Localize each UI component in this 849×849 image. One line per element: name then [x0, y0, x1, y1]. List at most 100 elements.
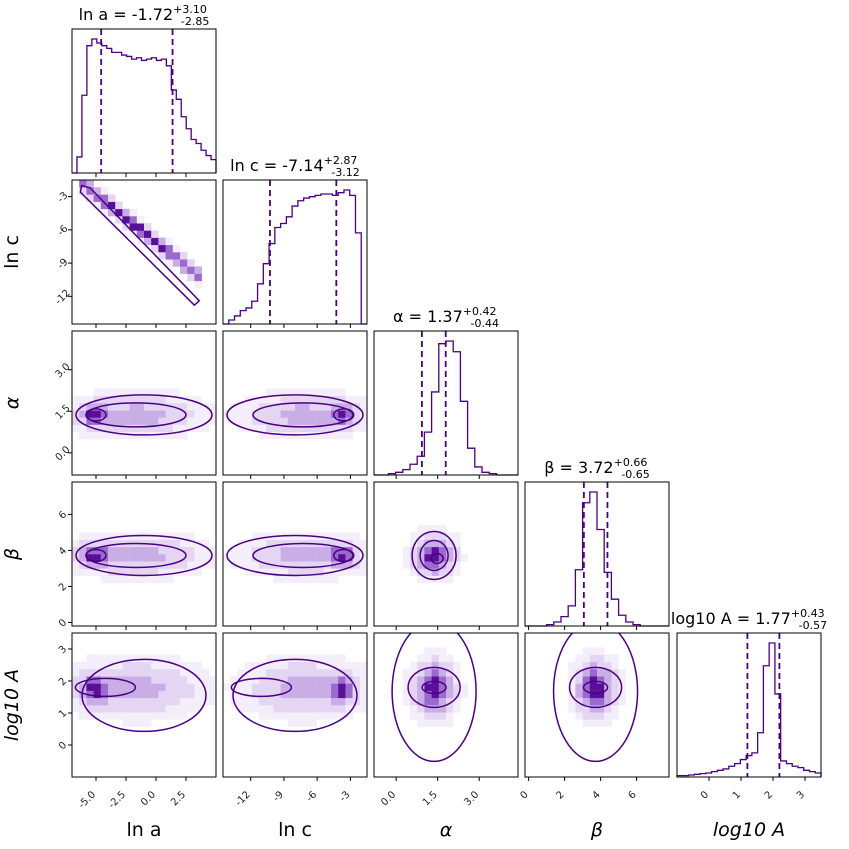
density-cell — [323, 410, 332, 418]
x-tick-label-lnc: -12 — [233, 789, 252, 808]
density-cell — [338, 388, 346, 397]
density-cell — [108, 417, 116, 425]
title-alpha: α = 1.37+0.42 -0.44 — [393, 305, 499, 330]
density-cell — [100, 546, 109, 555]
density-cell — [302, 561, 310, 569]
density-cell — [144, 683, 152, 691]
density-cell — [280, 669, 289, 677]
density-cell — [424, 532, 432, 540]
density-cell — [453, 669, 461, 677]
density-cell — [309, 431, 317, 440]
y-tick-label-lnc: -6 — [56, 223, 71, 238]
density-cell — [287, 697, 296, 706]
density-cell — [438, 647, 447, 655]
density-cell — [208, 417, 216, 425]
density-cell — [589, 683, 598, 691]
density-cell — [273, 431, 281, 440]
density-cell — [431, 697, 440, 706]
density-cell — [172, 546, 181, 555]
density-cell — [158, 661, 166, 670]
density-cell — [453, 554, 461, 562]
density-cell — [410, 554, 418, 562]
density-cell — [359, 539, 367, 548]
density-cell — [273, 417, 281, 425]
density-cell — [302, 424, 310, 433]
density-cell — [431, 669, 440, 677]
density-cell — [589, 712, 598, 720]
density-cell — [575, 654, 583, 663]
density-cell — [93, 388, 102, 397]
density-cell — [618, 669, 627, 677]
density-cell — [151, 410, 159, 418]
density-cell — [79, 424, 87, 433]
density-cell — [144, 410, 152, 418]
density-cell — [453, 697, 461, 706]
density-cell — [122, 431, 130, 440]
density-cell — [338, 661, 346, 670]
x-tick-label-lna: 2.5 — [169, 789, 188, 808]
density-cell — [431, 712, 440, 720]
density-cell — [108, 194, 116, 202]
density-cell — [244, 561, 253, 569]
density-cell — [86, 403, 94, 411]
density-cell — [259, 424, 267, 433]
density-cell — [187, 676, 195, 684]
density-cell — [136, 575, 145, 584]
density-cell — [108, 654, 116, 663]
density-cell — [194, 705, 202, 713]
density-cell — [86, 431, 94, 440]
density-cell — [589, 690, 598, 699]
contour-inner — [332, 548, 355, 563]
density-cell — [302, 417, 310, 425]
density-cell — [72, 669, 80, 677]
density-cell — [172, 554, 181, 562]
density-cell — [424, 525, 432, 533]
density-cell — [302, 676, 310, 684]
density-cell — [115, 690, 123, 699]
density-cell — [172, 568, 181, 576]
density-cell — [352, 669, 361, 677]
density-cell — [604, 712, 612, 720]
density-cell — [230, 676, 238, 684]
density-cell — [338, 676, 346, 684]
density-cell — [431, 661, 440, 670]
density-cell — [172, 395, 181, 404]
density-cell — [575, 690, 583, 699]
y-axis-label-log10A: log10 A — [1, 669, 23, 741]
density-cell — [345, 431, 353, 440]
density-cell — [597, 669, 605, 677]
density-cell — [230, 690, 238, 699]
density-cell — [417, 568, 425, 576]
density-cell — [122, 568, 130, 576]
density-cell — [338, 654, 346, 663]
density-cell — [136, 546, 145, 555]
density-cell — [86, 410, 94, 418]
density-cell — [194, 403, 202, 411]
density-cell — [100, 697, 109, 706]
density-cell — [151, 403, 159, 411]
density-cell — [129, 410, 138, 418]
density-cell — [402, 683, 411, 691]
y-axis-label-alpha: α — [1, 396, 23, 409]
density-cell — [309, 712, 317, 720]
density-cell — [115, 669, 123, 677]
title-lna: ln a = -1.72+3.10 -2.85 — [79, 3, 210, 28]
density-cell — [93, 201, 102, 210]
density-cell — [611, 705, 619, 713]
density-cell — [144, 676, 152, 684]
density-cell — [180, 705, 188, 713]
density-cell — [287, 554, 296, 562]
density-cell — [323, 669, 332, 677]
density-cell — [446, 546, 454, 555]
density-cell — [208, 403, 216, 411]
panel-frame — [71, 330, 217, 476]
density-cell — [129, 223, 138, 231]
density-cell — [100, 410, 109, 418]
density-cell — [359, 546, 367, 555]
density-cell — [345, 683, 353, 691]
density-cell — [597, 661, 605, 670]
density-cell — [302, 546, 310, 555]
density-cell — [302, 719, 310, 727]
density-cell — [165, 683, 174, 691]
